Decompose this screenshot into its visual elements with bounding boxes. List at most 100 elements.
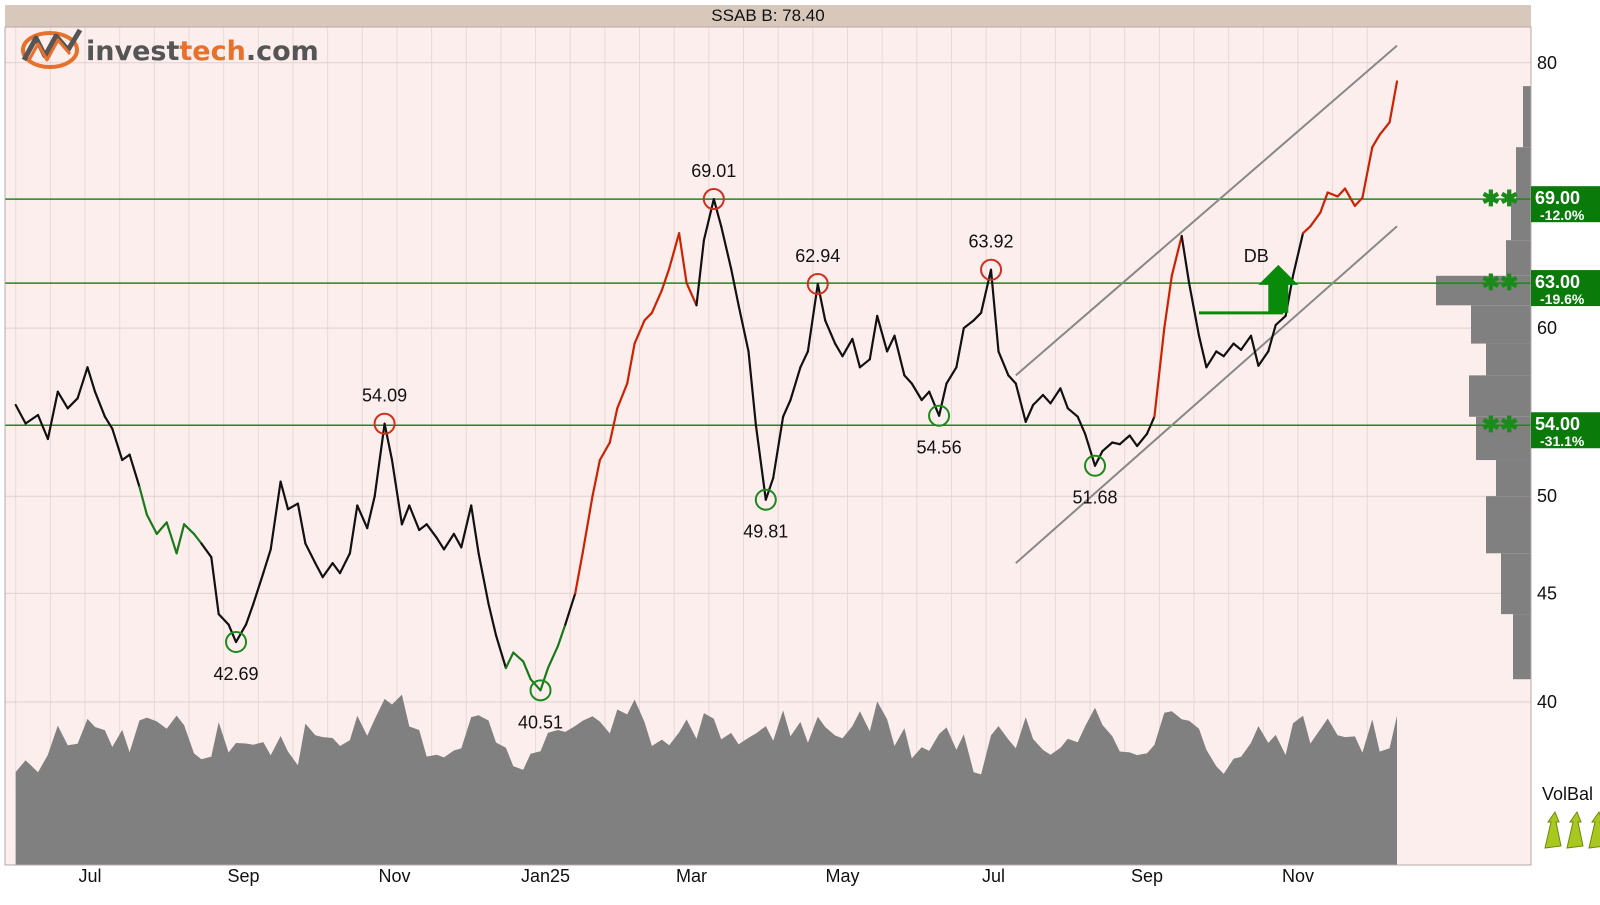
price-segment [564,592,577,626]
price-segment [799,350,810,369]
price-segment [1163,274,1173,330]
price-segment [477,552,490,605]
price-segment [192,532,203,545]
volume-profile-bar [1506,240,1531,276]
price-segment [366,495,376,530]
price-segment [1232,342,1243,351]
price-segment [296,502,307,545]
price-segment [1257,350,1270,367]
channel-lower-line [1015,225,1398,564]
price-segment [1076,415,1087,435]
price-segment [400,504,411,526]
price-segment [937,382,948,417]
price-segment [175,523,186,555]
price-segment [945,366,958,385]
price-segment [24,413,40,425]
price-segment [1326,191,1339,198]
price-segment [928,390,941,417]
price-segment [754,424,767,501]
price-segment [1101,441,1114,453]
price-segment [989,268,1000,353]
price-annotations: 42.69 54.09 40.51 69.01 49.81 62.94 54.56 63.92… [214,161,1118,732]
annotation-value: 63.92 [969,232,1014,252]
price-segment [155,521,168,536]
price-segment [764,476,775,501]
price-segment [435,536,446,551]
pattern-label: DB [1244,246,1269,266]
price-segment [789,366,802,402]
volume-profile-bar [1471,305,1531,344]
high-marker [702,188,725,211]
price-segment [103,415,114,430]
price-segment [286,502,299,511]
price-segment [781,398,792,418]
low-marker [225,630,248,653]
x-tick-label: Sep [227,866,259,886]
price-segment [1153,327,1166,418]
price-segment [304,542,317,565]
annotation-value: 40.51 [518,712,563,732]
price-segment [460,504,473,549]
price-segment [841,337,854,358]
price-segment [1066,407,1079,418]
x-tick-label: Nov [1282,866,1314,886]
price-segment [979,268,993,314]
price-segment [138,485,148,516]
price-segment [418,523,428,532]
price-segment [1170,234,1183,277]
price-segment [66,397,79,410]
price-segment [677,232,688,285]
logo: investtech.com [21,28,319,69]
price-segment [348,504,359,555]
annotation-value: 54.09 [362,386,407,406]
price-segment [1343,187,1357,207]
price-segment [494,634,507,670]
price-segment [806,282,819,353]
high-marker [980,258,1003,281]
volume-profile-bar [1496,460,1531,497]
price-segment [244,602,255,626]
x-tick-label: Jul [78,866,101,886]
price-segment [252,571,265,605]
price-segment [737,304,750,353]
price-segment [121,453,131,462]
breakout-up-arrow-icon [1258,264,1299,313]
level-value: 69.00 [1535,188,1580,208]
price-segment [373,422,386,498]
chart-background [5,5,1531,865]
price-segment [955,327,965,369]
price-segment [279,480,290,511]
volume-profile-bar [1486,496,1531,554]
price-segment [1128,434,1139,448]
grid [5,27,1531,865]
volume-profile-bar [1476,416,1531,461]
price-segment [383,422,394,462]
level-star-icon: ✱✱ [1482,270,1519,295]
price-segment [910,382,923,402]
price-segment [1361,146,1374,199]
x-tick-label: May [826,866,860,886]
x-tick-label: Sep [1131,866,1163,886]
price-segment [529,678,542,692]
price-segment [512,651,525,663]
price-segment [747,350,758,427]
price-segment [546,644,560,670]
price-segment [626,342,636,385]
price-segment [1187,282,1201,337]
pattern-marker: DB [1198,246,1299,315]
y-tick-label: 50 [1537,486,1557,506]
price-segment [14,403,27,425]
price-segment [1371,133,1381,149]
price-segment [1291,232,1305,277]
level-percent: -31.1% [1540,433,1585,449]
price-segment [1197,334,1208,369]
price-segment [1031,393,1045,407]
price-segment [1378,121,1391,136]
low-marker [1084,454,1107,477]
price-segment [1309,211,1322,228]
price-segment [1007,374,1017,385]
price-segment [1093,450,1104,467]
high-marker [806,272,829,295]
price-segment [1353,196,1364,207]
